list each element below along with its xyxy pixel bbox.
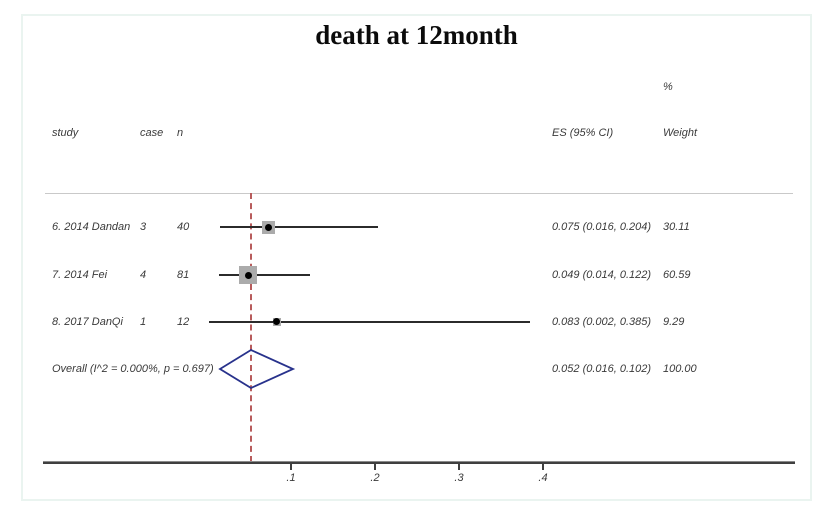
column-header-study: study: [52, 127, 79, 139]
weight-value: 100.00: [663, 363, 697, 375]
weight-value: 30.11: [663, 221, 690, 233]
es-ci-value: 0.083 (0.002, 0.385): [552, 316, 652, 328]
header-separator-line: [45, 193, 793, 194]
column-header-weight: Weight: [663, 127, 698, 139]
column-header-case: case: [140, 127, 164, 139]
x-axis-tick: [374, 463, 376, 470]
column-header-n: n: [177, 127, 184, 139]
overall-label: Overall (I^2 = 0.000%, p = 0.697): [52, 363, 214, 375]
x-axis-tick-label: .4: [538, 472, 548, 484]
study-label: 6. 2014 Dandan: [52, 221, 131, 233]
x-axis-tick: [458, 463, 460, 470]
study-case-value: 4: [140, 269, 147, 281]
weight-value: 60.59: [663, 269, 691, 281]
x-axis-tick: [542, 463, 544, 470]
overall-diamond: [218, 348, 296, 390]
es-ci-value: 0.075 (0.016, 0.204): [552, 221, 652, 233]
percent-header: %: [663, 81, 673, 93]
column-header-es-ci: ES (95% CI): [552, 127, 614, 139]
es-ci-value: 0.052 (0.016, 0.102): [552, 363, 652, 375]
es-ci-value: 0.049 (0.014, 0.122): [552, 269, 652, 281]
plot-title: death at 12month: [315, 20, 518, 50]
study-n-value: 12: [177, 316, 190, 328]
x-axis-tick-label: .1: [286, 472, 296, 484]
confidence-interval-line: [209, 321, 530, 323]
study-n-value: 81: [177, 269, 190, 281]
x-axis-tick-label: .3: [454, 472, 464, 484]
study-case-value: 3: [140, 221, 147, 233]
point-estimate-marker: [273, 318, 280, 325]
x-axis-tick-label: .2: [370, 472, 380, 484]
point-estimate-marker: [245, 272, 252, 279]
overall-estimate-dashed-line: [250, 193, 252, 462]
study-n-value: 40: [177, 221, 190, 233]
plot-border: [21, 14, 812, 501]
point-estimate-marker: [265, 224, 272, 231]
x-axis-line: [43, 461, 795, 464]
study-case-value: 1: [140, 316, 147, 328]
confidence-interval-line: [219, 274, 310, 276]
x-axis-tick: [290, 463, 292, 470]
study-label: 7. 2014 Fei: [52, 269, 108, 281]
confidence-interval-line: [220, 226, 378, 228]
weight-value: 9.29: [663, 316, 685, 328]
study-label: 8. 2017 DanQi: [52, 316, 123, 328]
